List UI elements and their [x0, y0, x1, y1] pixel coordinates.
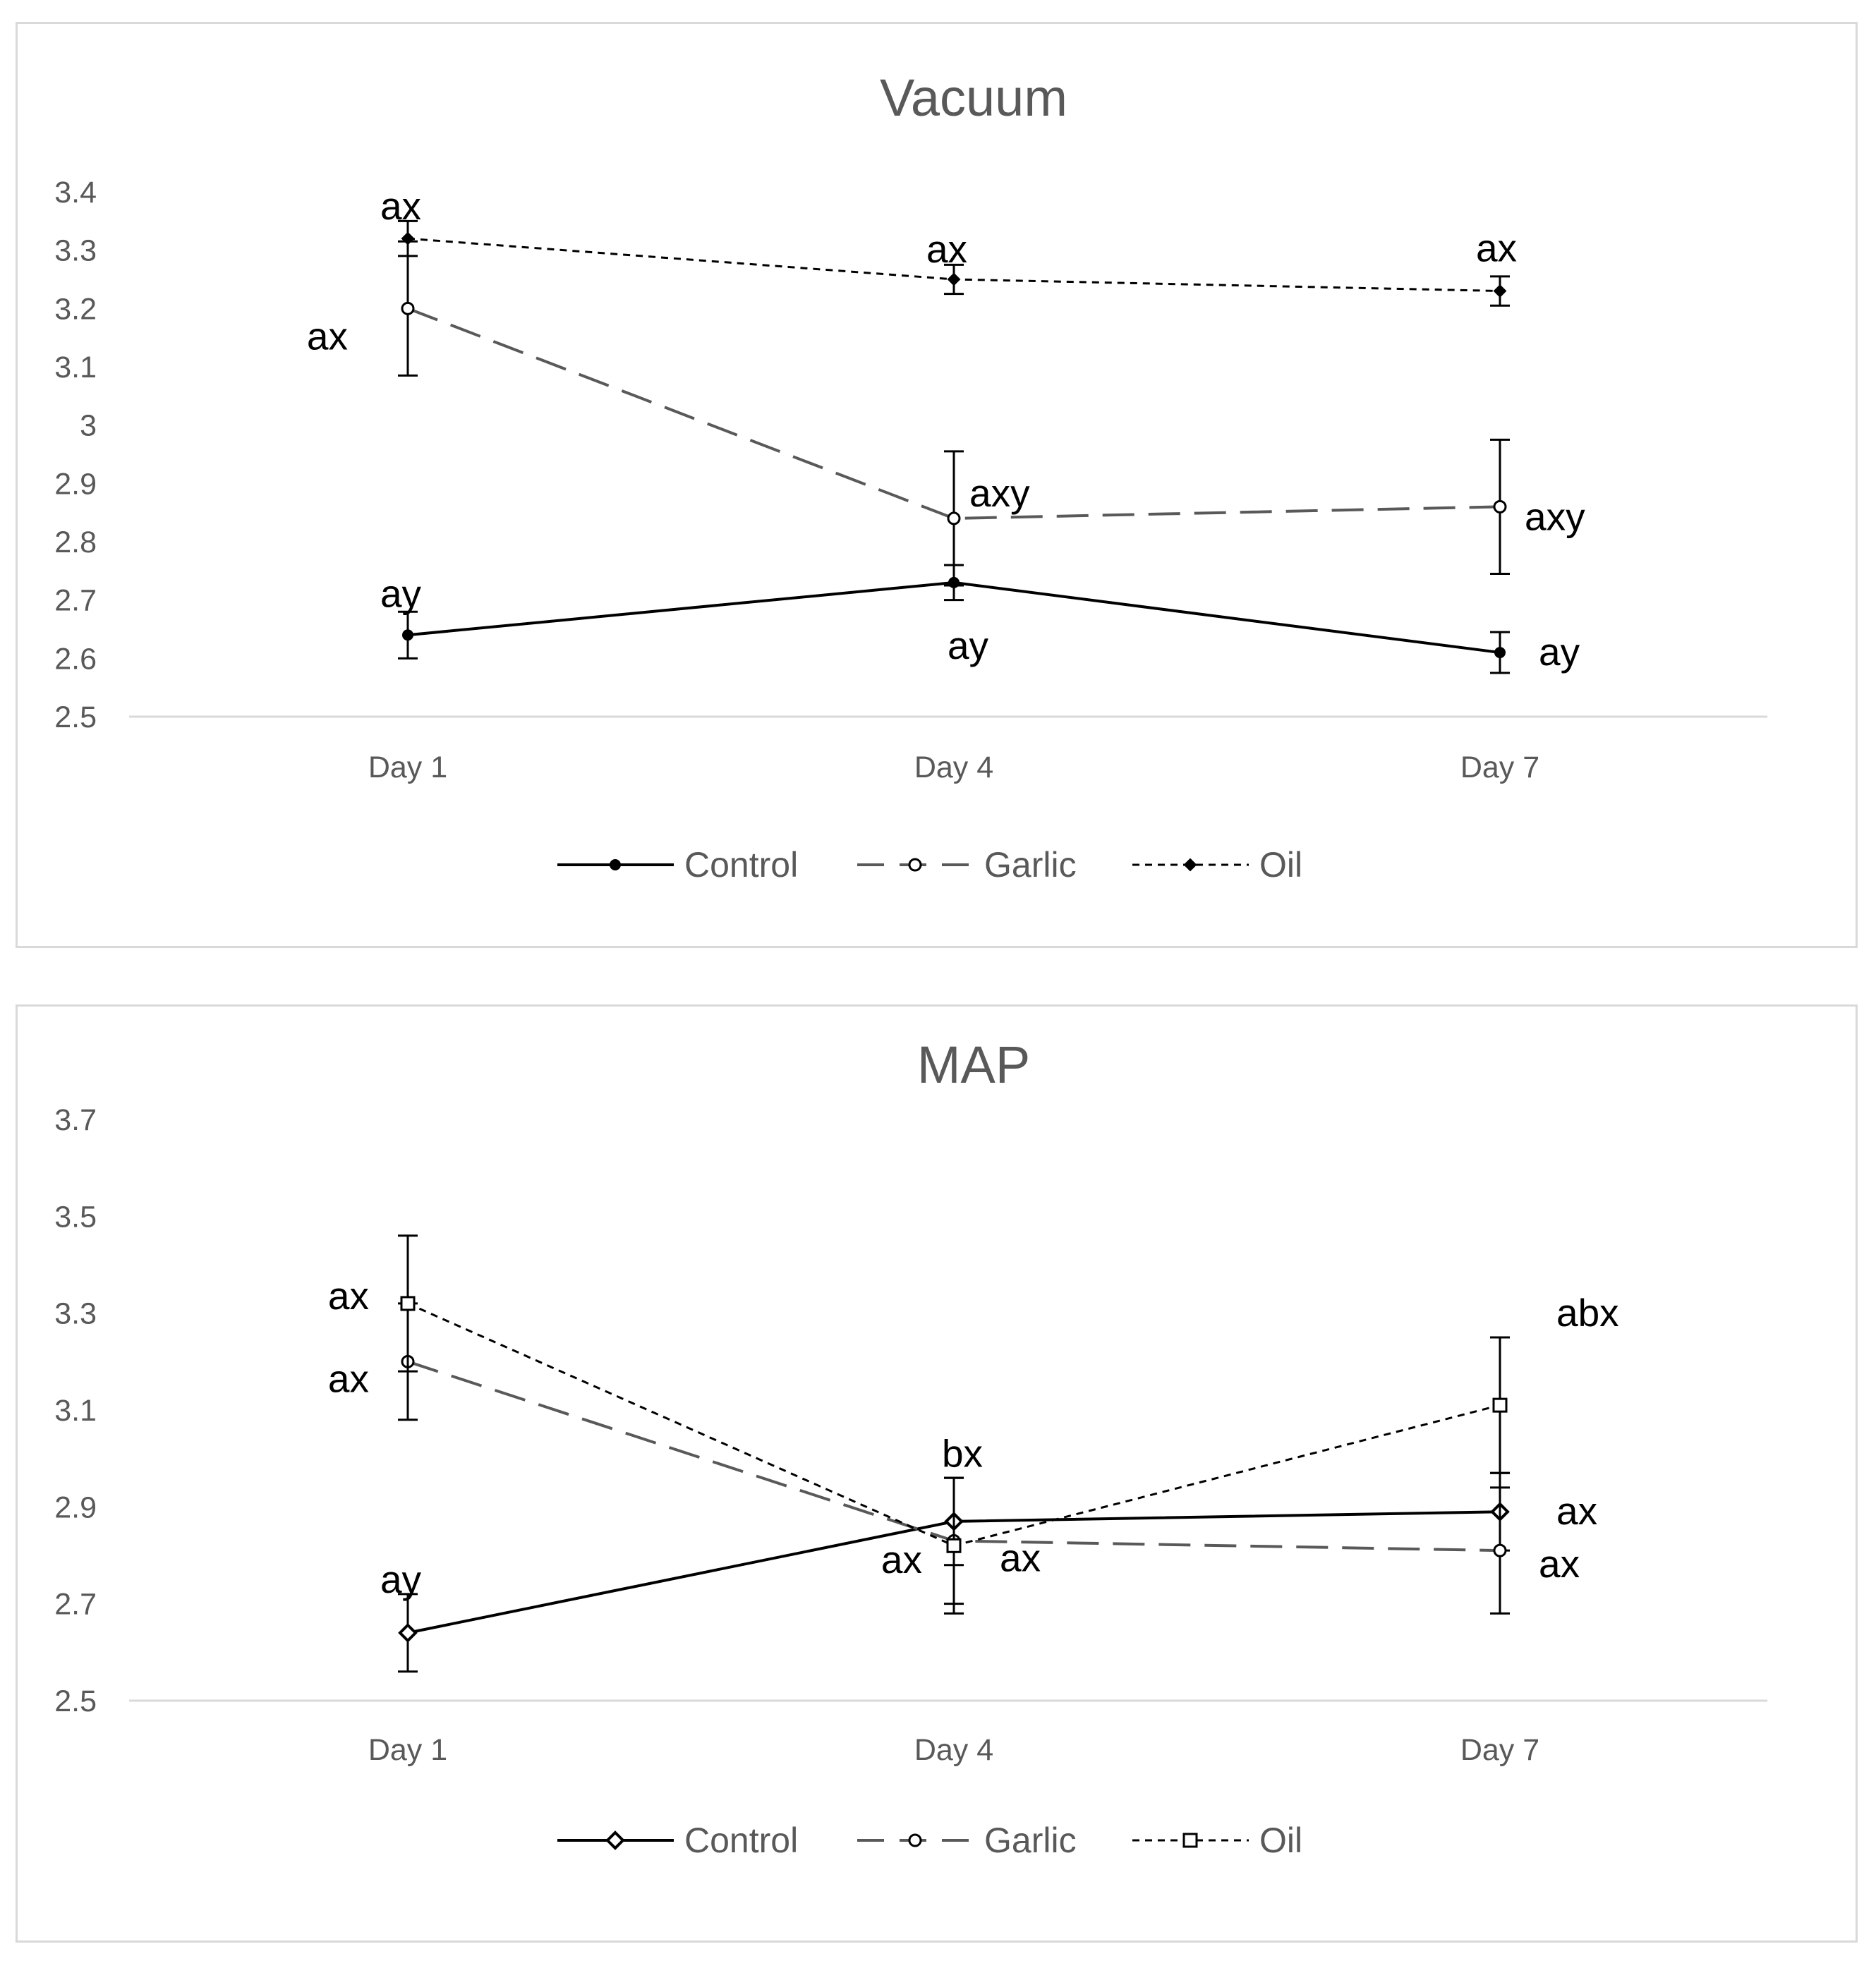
- vacuum-legend-label-garlic: Garlic: [984, 845, 1077, 885]
- map-control-point: [398, 1623, 418, 1643]
- map-control-data-label: ax: [881, 1538, 922, 1581]
- vacuum-oil-data-label: ax: [926, 227, 967, 271]
- vacuum-oil-data-label: ax: [1476, 226, 1517, 270]
- vacuum-y-tick-label: 2.8: [54, 526, 97, 559]
- map-legend-entry-oil: Oil: [1132, 1821, 1302, 1860]
- map-chart-title: MAP: [917, 1035, 1030, 1094]
- vacuum-oil-data-label: ax: [380, 184, 421, 228]
- vacuum-series-control: ay ay ay: [380, 564, 1580, 674]
- vacuum-chart: Vacuum 2.5 2.6 2.7 2.8 2.9 3 3.1 3.2 3.3 3.4 Day 1 D…: [54, 68, 1767, 885]
- map-chart: MAP 2.5 2.7 2.9 3.1 3.3 3.5 3.7 Day 1 Day 4 Day 7 a…: [54, 1035, 1767, 1860]
- vacuum-control-point: [1494, 647, 1506, 659]
- vacuum-oil-point: [947, 272, 961, 286]
- vacuum-legend-marker-oil: [1183, 858, 1197, 872]
- map-oil-data-label: ax: [328, 1274, 369, 1318]
- map-oil-point: [400, 1296, 416, 1311]
- vacuum-series-oil: ax ax ax: [380, 184, 1517, 307]
- vacuum-legend-entry-control: Control: [557, 845, 798, 885]
- vacuum-legend-marker-control: [610, 859, 621, 870]
- map-oil-point: [946, 1538, 962, 1553]
- vacuum-y-tick-label: 3: [80, 409, 97, 443]
- map-legend-entry-control: Control: [557, 1821, 798, 1860]
- vacuum-oil-point: [1493, 284, 1507, 298]
- vacuum-garlic-data-label: axy: [1525, 494, 1585, 538]
- vacuum-y-tick-label: 2.9: [54, 467, 97, 501]
- vacuum-legend-label-oil: Oil: [1259, 845, 1302, 885]
- vacuum-legend-entry-oil: Oil: [1132, 845, 1302, 885]
- vacuum-control-data-label: ay: [948, 624, 989, 667]
- vacuum-series-garlic: ax axy axy: [307, 240, 1585, 587]
- map-y-tick-label: 3.7: [54, 1103, 97, 1137]
- vacuum-y-tick-label: 2.5: [54, 700, 97, 734]
- map-y-tick-label: 3.5: [54, 1200, 97, 1234]
- vacuum-y-tick-label: 3.3: [54, 234, 97, 268]
- map-legend-marker-control: [605, 1830, 625, 1850]
- map-y-tick-label: 3.1: [54, 1394, 97, 1428]
- map-legend-label-control: Control: [684, 1821, 798, 1860]
- vacuum-chart-title: Vacuum: [880, 68, 1067, 127]
- vacuum-x-tick-label: Day 1: [368, 751, 447, 784]
- vacuum-control-data-label: ay: [380, 571, 422, 615]
- map-legend-label-oil: Oil: [1259, 1821, 1302, 1860]
- vacuum-control-point: [402, 629, 413, 641]
- vacuum-x-tick-label: Day 4: [914, 751, 993, 784]
- map-chart-panel: MAP 2.5 2.7 2.9 3.1 3.3 3.5 3.7 Day 1 Day 4 Day 7 a…: [16, 1004, 1858, 1943]
- vacuum-garlic-data-label: axy: [969, 471, 1030, 515]
- map-control-data-label: ax: [1556, 1489, 1597, 1533]
- map-x-tick-label: Day 4: [914, 1733, 993, 1767]
- vacuum-garlic-line: [407, 307, 1501, 520]
- vacuum-y-tick-label: 2.6: [54, 642, 97, 676]
- vacuum-chart-panel: Vacuum 2.5 2.6 2.7 2.8 2.9 3 3.1 3.2 3.3 3.4 Day 1 D…: [16, 22, 1858, 948]
- map-garlic-data-label: ax: [1539, 1542, 1580, 1586]
- map-oil-data-label: bx: [942, 1431, 983, 1475]
- vacuum-y-tick-label: 2.7: [54, 584, 97, 618]
- vacuum-garlic-point: [947, 511, 961, 526]
- vacuum-x-tick-label: Day 7: [1460, 751, 1539, 784]
- vacuum-legend-marker-garlic: [908, 858, 922, 872]
- map-series-oil: ax bx abx: [328, 1234, 1619, 1615]
- vacuum-legend-label-control: Control: [684, 845, 798, 885]
- map-x-tick-label: Day 1: [368, 1733, 447, 1767]
- vacuum-garlic-point: [401, 301, 415, 315]
- map-x-tick-label: Day 7: [1460, 1733, 1539, 1767]
- map-oil-point: [1492, 1397, 1508, 1413]
- map-y-tick-label: 3.3: [54, 1297, 97, 1331]
- map-oil-data-label: abx: [1556, 1291, 1619, 1335]
- map-control-data-label: ay: [380, 1557, 422, 1601]
- vacuum-oil-point: [401, 231, 415, 245]
- map-legend-marker-oil: [1182, 1833, 1198, 1848]
- map-legend-label-garlic: Garlic: [984, 1821, 1077, 1860]
- map-legend-marker-garlic: [908, 1833, 922, 1847]
- vacuum-y-tick-label: 3.4: [54, 176, 97, 209]
- map-legend-entry-garlic: Garlic: [857, 1821, 1077, 1860]
- vacuum-legend-entry-garlic: Garlic: [857, 845, 1077, 885]
- vacuum-garlic-point: [1493, 499, 1507, 514]
- vacuum-control-data-label: ay: [1539, 630, 1580, 674]
- map-y-tick-label: 2.5: [54, 1684, 97, 1718]
- vacuum-y-tick-label: 3.2: [54, 292, 97, 326]
- map-garlic-point: [1493, 1543, 1507, 1557]
- vacuum-y-tick-label: 3.1: [54, 351, 97, 384]
- map-y-tick-label: 2.9: [54, 1490, 97, 1524]
- map-series-control: ay ax ax: [380, 1471, 1597, 1673]
- map-garlic-data-label: ax: [1000, 1536, 1041, 1579]
- map-y-tick-label: 2.7: [54, 1588, 97, 1622]
- map-garlic-data-label: ax: [328, 1356, 369, 1400]
- vacuum-garlic-data-label: ax: [307, 314, 348, 358]
